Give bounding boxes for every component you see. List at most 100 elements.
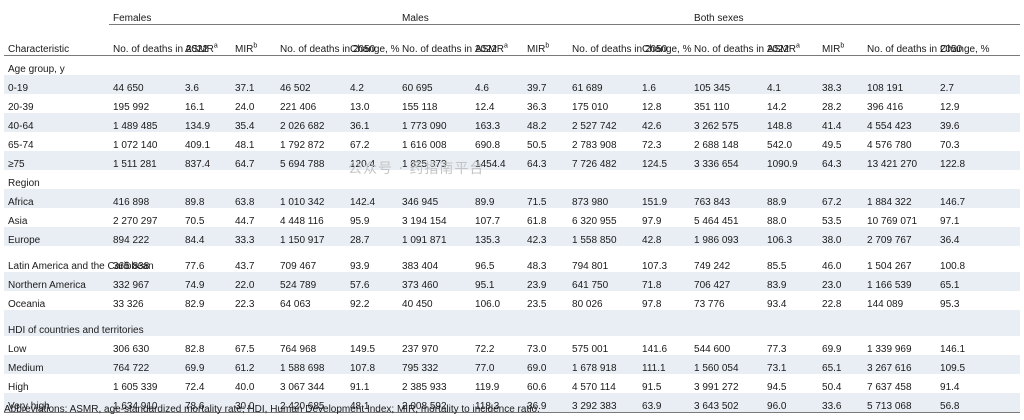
- column-header-change-percent-both-sexes: Change, %: [936, 24, 1021, 56]
- row-label: Very high: [4, 393, 109, 413]
- table-cell: 95.1: [471, 272, 524, 291]
- table-row: 40-64 1 489 485 134.9 35.4 2 026 682 36.1 1 77…: [4, 113, 1021, 132]
- table-cell: 2.7: [936, 75, 1021, 94]
- table-row: ≥75 1 511 281 837.4 64.7 5 694 788 120.4 1 825…: [4, 151, 1021, 170]
- table-cell: 709 467: [280, 261, 317, 272]
- table-cell: 67.2: [818, 189, 864, 208]
- table-cell: 10 769 071: [867, 216, 918, 227]
- table-cell: 72.3: [642, 140, 662, 151]
- table-cell: 120.4: [346, 151, 399, 170]
- column-header-deaths-2022-both-sexes: No. of deaths in 2022: [690, 24, 789, 56]
- table-cell: 749 242: [694, 261, 731, 272]
- table-cell: 61 689: [568, 75, 639, 94]
- table-cell: 91.5: [642, 382, 662, 393]
- table-cell: 88.0: [767, 216, 787, 227]
- table-cell: 524 789: [276, 272, 346, 291]
- column-header-footnote-mark: b: [545, 42, 550, 50]
- table-cell: 1 884 322: [863, 189, 937, 208]
- table-cell: 837.4: [181, 151, 231, 170]
- table-cell: 416 898: [109, 189, 181, 208]
- table-cell: 60.6: [527, 382, 547, 393]
- table-cell: 22.8: [822, 299, 842, 310]
- table-cell: 155 118: [402, 102, 438, 113]
- row-label: 0-19: [4, 75, 109, 94]
- section-filler: [109, 170, 1020, 189]
- table-cell: 77.3: [767, 344, 787, 355]
- table-cell: 36.1: [346, 113, 399, 132]
- table-cell: 3 643 502: [690, 393, 764, 413]
- table-cell: 84.4: [181, 227, 231, 246]
- table-cell: 2 688 148: [694, 140, 739, 151]
- column-header-asmr-both-sexes: ASMRa: [763, 24, 819, 56]
- column-header-asmr-males: ASMRa: [471, 24, 524, 56]
- column-header-change-percent-males: Change, %: [638, 24, 692, 56]
- table-cell: 46 502: [276, 75, 346, 94]
- column-header-footnote-mark: a: [503, 42, 508, 50]
- table-cell: 118.3: [471, 393, 524, 413]
- table-cell: 3 991 272: [694, 382, 739, 393]
- table-cell: 97.1: [940, 216, 960, 227]
- table-cell: 70.3: [940, 140, 960, 151]
- table-cell: 12.8: [642, 102, 662, 113]
- table-row: Latin America and the Caribbean 365 838 77…: [4, 246, 1020, 272]
- table-cell: 65.1: [936, 272, 1021, 291]
- table-cell: 148.8: [763, 113, 819, 132]
- table-cell: 873 980: [568, 189, 639, 208]
- column-header-label: Change, %: [642, 44, 692, 55]
- column-header-label: Change, %: [940, 44, 990, 55]
- group-header-males: Males: [398, 3, 691, 25]
- row-label: ≥75: [4, 151, 109, 170]
- table-cell: 39.7: [523, 75, 569, 94]
- column-header-deaths-2050-both-sexes: No. of deaths in 2050: [863, 24, 962, 56]
- table-cell: 1 010 342: [276, 189, 346, 208]
- section-title: Region: [8, 178, 40, 189]
- table-cell: 44.7: [235, 216, 255, 227]
- table-cell: 3 194 154: [402, 216, 447, 227]
- table-cell: 3 336 654: [690, 151, 764, 170]
- table-cell: 69.9: [181, 355, 231, 374]
- table-cell: 6 320 955: [572, 216, 617, 227]
- table-cell: 146.7: [936, 189, 1021, 208]
- table-cell: 53.5: [822, 216, 842, 227]
- table-cell: 85.5: [767, 261, 787, 272]
- table-cell: 89.8: [181, 189, 231, 208]
- table-cell: 1 605 339: [113, 382, 158, 393]
- table-cell: 35.4: [231, 113, 276, 132]
- table-cell: 38.3: [818, 75, 864, 94]
- table-cell: 1 678 918: [568, 355, 639, 374]
- column-header-label: No. of deaths in 2022: [402, 44, 498, 55]
- table-cell: 195 992: [113, 102, 150, 113]
- table-cell: 542.0: [767, 140, 793, 151]
- table-cell: 142.4: [346, 189, 399, 208]
- table-row: 20-39 195 992 16.1 24.0 221 406 13.0 155 118 12…: [4, 94, 1020, 113]
- table-cell: 764 722: [109, 355, 181, 374]
- table-cell: 3.6: [181, 75, 231, 94]
- column-header-footnote-mark: b: [253, 42, 258, 50]
- column-header-label: No. of deaths in 2022: [694, 44, 790, 55]
- table-cell: 42.6: [638, 113, 691, 132]
- table-cell: 346 945: [398, 189, 472, 208]
- table-cell: 73.0: [527, 344, 547, 355]
- section-title: Age group, y: [8, 64, 65, 75]
- table-cell: 175 010: [572, 102, 609, 113]
- table-cell: 221 406: [280, 102, 317, 113]
- table-cell: 36.3: [527, 102, 547, 113]
- table-cell: 794 801: [572, 261, 609, 272]
- table-cell: 706 427: [690, 272, 764, 291]
- table-cell: 28.2: [822, 102, 842, 113]
- table-cell: 2 008 592: [398, 393, 472, 413]
- table-row: Low 306 630 82.8 67.5 764 968 149.5 237 970 72.…: [4, 336, 1020, 355]
- column-header-label: No. of deaths in 2050: [572, 44, 668, 55]
- table-cell: 7 637 458: [867, 382, 912, 393]
- table-cell: 82.8: [185, 344, 205, 355]
- table-cell: 1 489 485: [109, 113, 181, 132]
- table-cell: 544 600: [694, 344, 731, 355]
- table-cell: 24.0: [235, 102, 255, 113]
- table-cell: 396 416: [867, 102, 904, 113]
- table-cell: 40.0: [235, 382, 255, 393]
- table-cell: 65.1: [818, 355, 864, 374]
- column-header-label: MIR: [527, 44, 546, 55]
- table-row: High 1 605 339 72.4 40.0 3 067 344 91.1 2 385 …: [4, 374, 1020, 393]
- table-cell: 71.8: [638, 272, 691, 291]
- table-cell: 33.3: [231, 227, 276, 246]
